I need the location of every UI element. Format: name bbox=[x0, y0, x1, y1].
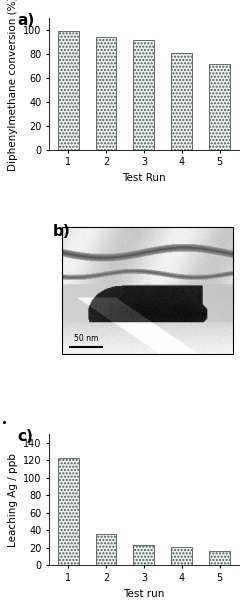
Bar bbox=[134, 40, 154, 150]
Bar bbox=[96, 534, 116, 565]
Bar bbox=[171, 547, 192, 565]
Text: a): a) bbox=[17, 13, 34, 28]
Y-axis label: Leaching Ag / ppb: Leaching Ag / ppb bbox=[8, 453, 17, 547]
X-axis label: Test Run: Test Run bbox=[122, 173, 166, 183]
Text: b): b) bbox=[53, 224, 71, 240]
Bar bbox=[209, 64, 230, 150]
Bar bbox=[209, 551, 230, 565]
Text: 50 nm: 50 nm bbox=[74, 334, 98, 343]
Bar bbox=[58, 31, 78, 150]
Bar bbox=[134, 545, 154, 565]
Y-axis label: Diphenylmethane conversion (%): Diphenylmethane conversion (%) bbox=[8, 0, 18, 171]
Text: c): c) bbox=[17, 429, 33, 444]
Bar bbox=[96, 36, 116, 150]
Bar bbox=[171, 54, 192, 150]
X-axis label: Test run: Test run bbox=[123, 589, 165, 599]
Bar bbox=[58, 458, 78, 565]
